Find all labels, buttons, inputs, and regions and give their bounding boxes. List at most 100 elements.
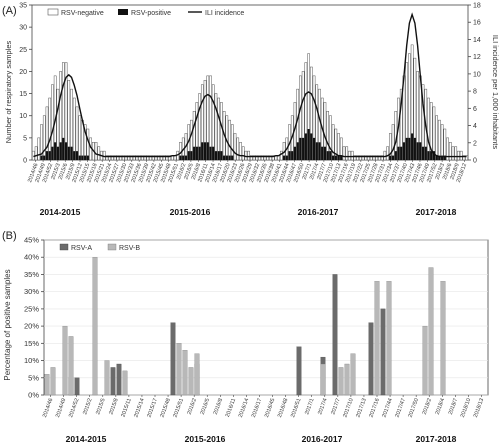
panel-a-y2-axis-title: ILI incidence per 1,000 inhabitants	[491, 35, 500, 149]
panel-a-bar-negative	[130, 155, 133, 161]
panel-a-x-tick-label: 2016/5	[183, 163, 194, 181]
panel-a-bar-positive	[293, 146, 297, 160]
panel-a-bar-positive	[54, 142, 57, 160]
panel-b-bar-rsv-a	[170, 322, 176, 396]
panel-a-bar-positive	[291, 151, 294, 160]
panel-a-bar-negative	[435, 115, 439, 161]
panel-b-x-tick-label: 2016/5	[200, 398, 211, 416]
panel-a: (A) Number of respiratory samples ILI in…	[2, 3, 500, 218]
panel-b-legend-swatch-rsv-a	[59, 243, 69, 251]
panel-b-x-tick-label: 2017/7	[330, 398, 341, 416]
panel-b-bar-rsv-b	[194, 353, 200, 396]
panel-b-x-tick-label: 2015/5	[95, 398, 106, 416]
panel-b-season-label: 2017-2018	[416, 434, 457, 444]
panel-a-x-tick-label: 2018/9	[449, 163, 460, 181]
panel-b-bar-rsv-b	[182, 350, 188, 396]
panel-b-y-tick-label: 35%	[24, 270, 39, 279]
panel-a-bar-negative	[113, 155, 117, 161]
panel-b-x-tick-label: 2014/46	[42, 398, 54, 419]
panel-a-bar-positive	[45, 151, 49, 160]
panel-b-x-tick-label: 2017/13	[355, 398, 367, 419]
panel-a-bar-negative	[230, 124, 234, 161]
panel-a-bar-positive	[195, 146, 198, 160]
panel-b-x-tick-label: 2017/4	[317, 398, 328, 416]
panel-a-bar-positive	[402, 142, 406, 160]
panel-b-bar-rsv-b	[374, 281, 380, 396]
panel-a-y2-tick-label: 2	[473, 140, 477, 147]
panel-a-bar-negative	[448, 142, 452, 161]
panel-a-bar-negative	[119, 155, 122, 161]
panel-a-bar-positive	[214, 151, 218, 160]
panel-b-legend: RSV-A RSV-B	[59, 243, 140, 252]
panel-a-bar-negative	[440, 124, 444, 161]
panel-a-y-tick-label: 20	[19, 69, 27, 76]
panel-a-bar-positive	[190, 151, 193, 160]
panel-a-bar-negative	[236, 137, 240, 161]
panel-a-bar-negative	[86, 128, 90, 161]
panel-a-x-tick-label: 2018/3	[435, 163, 446, 181]
panel-b-x-tick-label: 2017/16	[368, 398, 380, 419]
panel-a-bar-negative	[78, 115, 82, 161]
panel-b-x-tick-label: 2015/2	[82, 398, 93, 416]
panel-b-y-tick-label: 10%	[24, 356, 39, 365]
panel-a-bar-positive	[201, 142, 204, 160]
panel-a-y-tick-label: 0	[23, 158, 27, 165]
panel-a-bar-positive	[302, 137, 305, 160]
panel-a-bar-positive	[209, 146, 212, 160]
panel-a-bar-negative	[331, 124, 335, 161]
panel-a-x-tick-label: 2017/4	[309, 163, 320, 181]
panel-a-bar-negative	[42, 115, 46, 161]
panel-a-x-tick-label: 2017/1	[302, 163, 313, 181]
panel-b-x-tick-label: 2016/2	[187, 398, 198, 416]
panel-a-bar-positive	[307, 129, 310, 160]
panel-a-bar-negative	[271, 155, 275, 161]
panel-a-ili-path	[33, 12, 467, 158]
panel-a-bar-negative	[154, 155, 158, 161]
panel-a-bar-negative	[367, 155, 370, 161]
panel-a-bar-negative	[217, 97, 221, 161]
panel-b-x-tick-label: 2015/11	[120, 398, 132, 418]
panel-a-bar-positive	[187, 151, 190, 160]
panel-a-bar-negative	[97, 146, 101, 161]
panel-a-season-labels: 2014-2015 2015-2016 2016-2017 2017-2018	[40, 207, 457, 217]
panel-a-y2-tick-label: 0	[473, 158, 477, 165]
panel-b-season-label: 2016-2017	[302, 434, 343, 444]
panel-a-bar-negative	[255, 155, 259, 161]
panel-a-bar-positive	[299, 137, 302, 160]
panel-a-bar-positive	[184, 155, 188, 160]
panel-a-bar-negative	[34, 146, 38, 161]
panel-a-bar-positive	[285, 155, 288, 160]
panel-b-season-label: 2014-2015	[66, 434, 107, 444]
panel-a-bar-positive	[421, 146, 425, 160]
panel-a-bar-positive	[81, 155, 84, 160]
panel-a-x-tick-label: 2016/8	[191, 163, 202, 181]
panel-b-legend-label-rsv-b: RSV-B	[119, 245, 140, 252]
panel-a-bar-negative	[446, 137, 449, 161]
panel-a-bar-positive	[326, 151, 329, 160]
panel-a-bar-positive	[48, 151, 51, 160]
panel-a-bar-negative	[260, 155, 264, 161]
panel-b-bar-rsv-b	[422, 325, 428, 396]
panel-b-season-labels: 2014-2015 2015-2016 2016-2017 2017-2018	[66, 434, 457, 444]
panel-a-bar-negative	[102, 150, 106, 161]
panel-a-y2-tick-label: 12	[473, 54, 481, 61]
panel-a-bar-positive	[408, 137, 411, 160]
panel-a-bar-negative	[32, 150, 35, 161]
panel-b-x-tick-label: 2018/2	[422, 398, 433, 416]
panel-a-legend-label-positive: RSV-positive	[131, 10, 171, 17]
panel-b-y-tick-label: 0%	[28, 391, 39, 400]
panel-a-bar-positive	[43, 155, 46, 160]
panel-a-y-tick-label: 15	[19, 91, 27, 98]
panel-a-bar-negative	[247, 150, 250, 161]
panel-b-x-tick-label: 2016/14	[238, 398, 250, 419]
panel-a-bar-positive	[416, 142, 419, 160]
panel-a-x-tick-label: 2015/3	[50, 163, 61, 181]
panel-b-x-tick-label: 2017/50	[408, 398, 420, 419]
panel-b-x-tick-label: 2017/1	[304, 398, 315, 416]
panel-b-x-tick-label: 2016/17	[251, 398, 263, 419]
panel-b-bar-rsv-a	[380, 308, 386, 396]
panel-a-bar-negative	[364, 155, 368, 161]
panel-b-y-axis-title: Percentage of positive samples	[3, 269, 12, 380]
panel-b-bar-rsv-b	[338, 367, 344, 396]
panel-b-legend-label-rsv-a: RSV-A	[71, 245, 92, 252]
